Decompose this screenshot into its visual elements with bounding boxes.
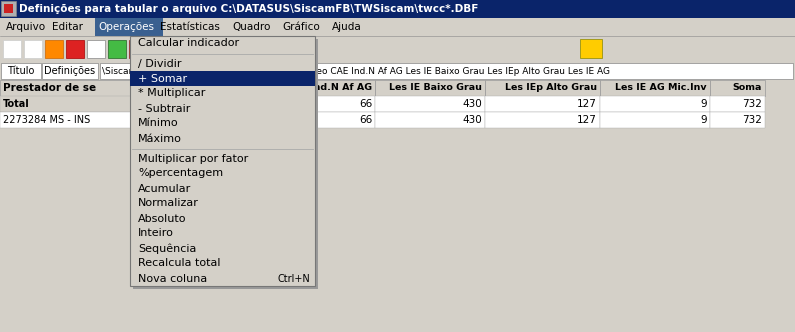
- Text: \SiscamFB\TW: \SiscamFB\TW: [102, 66, 165, 75]
- Text: Nova coluna: Nova coluna: [138, 274, 207, 284]
- Text: Arquivo: Arquivo: [6, 22, 46, 32]
- Text: %percentagem: %percentagem: [138, 169, 223, 179]
- Bar: [87, 40, 105, 58]
- Text: 430: 430: [462, 99, 482, 109]
- Text: Multiplicar por fator: Multiplicar por fator: [138, 153, 248, 163]
- Bar: [171, 40, 189, 58]
- Text: Calcular indicador: Calcular indicador: [138, 39, 239, 48]
- Text: / Dividir: / Dividir: [138, 58, 181, 68]
- Text: Les IE AG Mic.Inv: Les IE AG Mic.Inv: [615, 84, 707, 93]
- Bar: [24, 40, 42, 58]
- Bar: [580, 39, 602, 58]
- Bar: [108, 40, 126, 58]
- Text: 430: 430: [462, 115, 482, 125]
- Text: Total: Total: [3, 99, 29, 109]
- Text: Inteiro: Inteiro: [138, 228, 174, 238]
- Text: 127: 127: [577, 99, 597, 109]
- Bar: [129, 40, 147, 58]
- Text: Definições: Definições: [45, 66, 95, 76]
- Bar: [485, 112, 600, 128]
- Text: + Somar: + Somar: [138, 73, 187, 84]
- Bar: [242, 63, 793, 79]
- Text: 66: 66: [359, 99, 372, 109]
- Bar: [4, 4, 13, 13]
- Text: Ctrl+N: Ctrl+N: [277, 274, 310, 284]
- Text: Operações: Operações: [98, 22, 154, 32]
- Bar: [3, 40, 21, 58]
- Text: Acumular: Acumular: [138, 184, 192, 194]
- Bar: [375, 112, 485, 128]
- Bar: [100, 63, 188, 79]
- Text: Mínimo: Mínimo: [138, 119, 179, 128]
- Bar: [150, 40, 168, 58]
- Text: Máximo: Máximo: [138, 133, 182, 143]
- Bar: [710, 112, 765, 128]
- Bar: [485, 80, 600, 96]
- Bar: [710, 96, 765, 112]
- Bar: [710, 80, 765, 96]
- Text: Gráfico: Gráfico: [282, 22, 320, 32]
- Bar: [0, 36, 795, 62]
- Text: 127: 127: [577, 115, 597, 125]
- Bar: [485, 96, 600, 112]
- Text: Estatísticas: Estatísticas: [160, 22, 220, 32]
- Text: CAE Ind.N Af AG: CAE Ind.N Af AG: [286, 84, 372, 93]
- Text: Quadro: Quadro: [232, 22, 270, 32]
- Text: Subtítulo: Subtítulo: [196, 66, 240, 76]
- Bar: [0, 0, 795, 18]
- Bar: [234, 40, 252, 58]
- Bar: [0, 96, 265, 112]
- Text: Les IE Baixo Grau: Les IE Baixo Grau: [389, 84, 482, 93]
- Text: 9: 9: [700, 115, 707, 125]
- Bar: [66, 40, 84, 58]
- Bar: [1, 63, 41, 79]
- Bar: [133, 39, 318, 289]
- Text: Definições para tabular o arquivo C:\DATASUS\SiscamFB\TWSiscam\twcc*.DBF: Definições para tabular o arquivo C:\DAT…: [19, 4, 479, 14]
- Text: * Multiplicar: * Multiplicar: [138, 89, 205, 99]
- Bar: [265, 96, 375, 112]
- Text: 732: 732: [742, 99, 762, 109]
- Text: - Subtrair: - Subtrair: [138, 104, 190, 114]
- Text: 66: 66: [359, 115, 372, 125]
- Text: Título: Título: [7, 66, 35, 76]
- Bar: [375, 80, 485, 96]
- Text: Ajuda: Ajuda: [332, 22, 362, 32]
- Bar: [192, 40, 210, 58]
- Bar: [1, 1, 16, 16]
- Text: Editar: Editar: [52, 22, 83, 32]
- Bar: [265, 80, 375, 96]
- Text: Recalcula total: Recalcula total: [138, 259, 220, 269]
- Bar: [255, 40, 273, 58]
- Text: Absoluto: Absoluto: [138, 213, 187, 223]
- Bar: [600, 112, 710, 128]
- Bar: [42, 63, 98, 79]
- Bar: [213, 40, 231, 58]
- Bar: [600, 96, 710, 112]
- Bar: [0, 62, 795, 80]
- Text: Prestador de se: Prestador de se: [3, 83, 96, 93]
- Bar: [0, 128, 795, 332]
- Text: Sequência: Sequência: [138, 243, 196, 254]
- Bar: [0, 18, 795, 36]
- Bar: [130, 36, 315, 286]
- Text: 9: 9: [700, 99, 707, 109]
- Bar: [375, 96, 485, 112]
- Bar: [130, 71, 315, 86]
- Text: 732: 732: [742, 115, 762, 125]
- Bar: [45, 40, 63, 58]
- Text: CAE Esc.Ind.N Neo CAE Ind.N Af AG Les IE Baixo Grau Les IEp Alto Grau Les IE AG: CAE Esc.Ind.N Neo CAE Ind.N Af AG Les IE…: [244, 66, 610, 75]
- Text: Soma: Soma: [733, 84, 762, 93]
- Text: Les IEp Alto Grau: Les IEp Alto Grau: [505, 84, 597, 93]
- Bar: [0, 112, 265, 128]
- Text: Normalizar: Normalizar: [138, 199, 199, 208]
- Text: 2273284 MS - INS: 2273284 MS - INS: [3, 115, 91, 125]
- Bar: [95, 18, 163, 36]
- Bar: [600, 80, 710, 96]
- Bar: [265, 112, 375, 128]
- Bar: [0, 80, 265, 96]
